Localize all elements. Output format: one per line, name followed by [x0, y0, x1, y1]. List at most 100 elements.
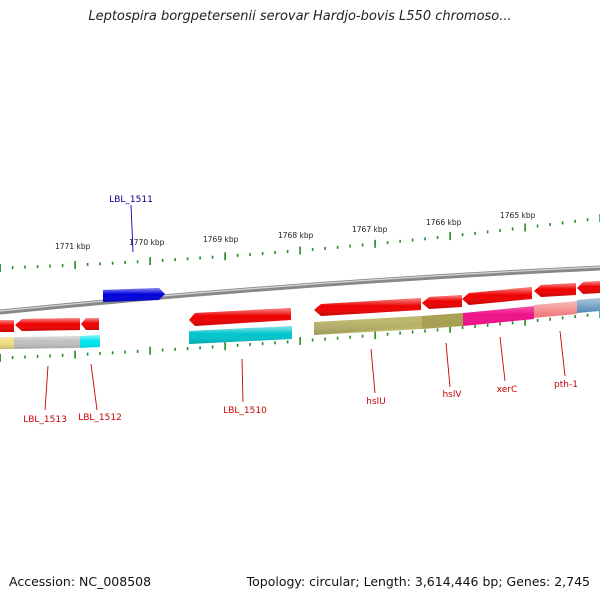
gene-label-LBL_1513[interactable]: LBL_1513: [23, 415, 67, 425]
gene-arrow-LBL_1512-a[interactable]: [15, 318, 80, 331]
minor-tick: [211, 255, 214, 259]
minor-tick: [536, 318, 539, 322]
major-tick: [299, 337, 301, 345]
gene-label-hslV[interactable]: hslV: [442, 390, 462, 400]
gene-label-LBL_1511[interactable]: LBL_1511: [109, 195, 153, 205]
minor-tick: [474, 231, 476, 235]
ruler-label-1770: 1770 kbp: [129, 238, 165, 247]
gene-arrow-LBL_1512-b[interactable]: [81, 318, 99, 330]
minor-tick: [86, 262, 89, 266]
leader-LBL_1513: [44, 365, 49, 411]
major-tick: [74, 350, 76, 359]
gene-arrow-hslU[interactable]: [314, 298, 421, 316]
minor-tick: [249, 343, 251, 346]
minor-tick: [36, 265, 39, 269]
minor-tick: [136, 260, 139, 264]
minor-tick: [199, 346, 201, 350]
minor-tick: [499, 322, 501, 326]
major-tick: [0, 354, 1, 362]
major-tick: [374, 331, 376, 340]
major-tick: [74, 261, 76, 269]
leader-hslV: [445, 342, 451, 388]
minor-tick: [274, 341, 276, 345]
minor-tick: [336, 245, 339, 249]
minor-tick: [36, 354, 39, 358]
minor-tick: [486, 323, 489, 327]
major-tick: [374, 239, 376, 248]
leader-hslU: [370, 348, 376, 394]
gene-arrow-edge[interactable]: [577, 281, 600, 294]
minor-tick: [549, 317, 551, 321]
minor-tick: [386, 332, 389, 336]
gene-labels: LBL_1511 LBL_1513 LBL_1512 LBL_1510 hslU…: [23, 195, 578, 425]
minor-tick: [61, 264, 64, 268]
minor-tick: [499, 229, 501, 232]
gene-arrow-xerC[interactable]: [462, 287, 532, 305]
major-tick: [524, 317, 526, 326]
ruler-label-1771: 1771 kbp: [55, 242, 91, 251]
major-tick: [524, 223, 526, 232]
map-title: Leptospira borgpetersenii serovar Hardjo…: [88, 9, 512, 24]
ruler-label-1767: 1767 kbp: [352, 225, 388, 234]
minor-tick: [549, 223, 551, 226]
minor-tick: [111, 261, 114, 265]
leader-LBL_1511: [130, 204, 134, 253]
ruler-label-1766: 1766 kbp: [426, 218, 462, 227]
minor-tick: [574, 219, 576, 223]
minor-tick: [411, 330, 414, 334]
ruler-labels: 1771 kbp 1770 kbp 1769 kbp 1768 kbp 1767…: [55, 211, 536, 251]
minor-tick: [99, 262, 101, 266]
minor-tick: [236, 253, 239, 257]
gene-label-xerC[interactable]: xerC: [497, 385, 518, 395]
minor-tick: [99, 351, 101, 355]
minor-tick: [336, 336, 339, 340]
gene-arrow-LBL_1510[interactable]: [189, 308, 291, 326]
minor-tick: [236, 343, 239, 347]
minor-tick: [511, 227, 514, 231]
minor-tick: [586, 313, 589, 317]
minor-tick: [249, 253, 251, 256]
gene-LBL_1511[interactable]: [103, 288, 165, 302]
major-tick: [224, 342, 226, 351]
minor-tick: [49, 264, 51, 268]
minor-tick: [311, 338, 314, 342]
gene-label-hslU[interactable]: hslU: [366, 397, 385, 407]
gene-label-LBL_1512[interactable]: LBL_1512: [78, 413, 122, 423]
minor-tick: [461, 326, 464, 330]
ruler-label-1769: 1769 kbp: [203, 235, 239, 244]
minor-tick: [161, 348, 164, 352]
outer-tick-ring: [0, 214, 600, 272]
minor-tick: [436, 328, 439, 332]
gene-arrow-LBL_1513[interactable]: [0, 320, 14, 332]
ruler-label-1765: 1765 kbp: [500, 211, 536, 220]
major-tick: [0, 264, 1, 272]
minor-tick: [199, 256, 201, 260]
minor-tick: [274, 251, 276, 254]
inner-tick-ring: [0, 310, 600, 362]
minor-tick: [386, 241, 389, 245]
major-tick: [149, 257, 151, 266]
minor-tick: [311, 247, 314, 251]
gene-arrow-pth-1[interactable]: [534, 283, 576, 297]
gene-label-LBL_1510[interactable]: LBL_1510: [223, 406, 267, 416]
major-tick: [449, 324, 451, 333]
minor-tick: [586, 218, 589, 222]
minor-tick: [286, 340, 289, 344]
minor-tick: [561, 221, 564, 225]
label-leaders: [44, 204, 566, 411]
minor-tick: [474, 325, 476, 328]
minor-tick: [361, 243, 364, 247]
gene-label-pth-1[interactable]: pth-1: [554, 380, 578, 390]
minor-tick: [11, 356, 14, 359]
minor-tick: [24, 265, 26, 269]
minor-tick: [124, 350, 126, 354]
minor-tick: [399, 239, 401, 243]
minor-tick: [86, 352, 89, 356]
minor-tick: [574, 315, 576, 319]
chromosome-backbone-highlight: [0, 266, 600, 312]
major-tick: [299, 246, 301, 255]
minor-tick: [211, 345, 214, 349]
minor-tick: [324, 246, 326, 250]
ruler-label-1768: 1768 kbp: [278, 231, 314, 240]
gene-arrow-hslV[interactable]: [422, 295, 462, 309]
